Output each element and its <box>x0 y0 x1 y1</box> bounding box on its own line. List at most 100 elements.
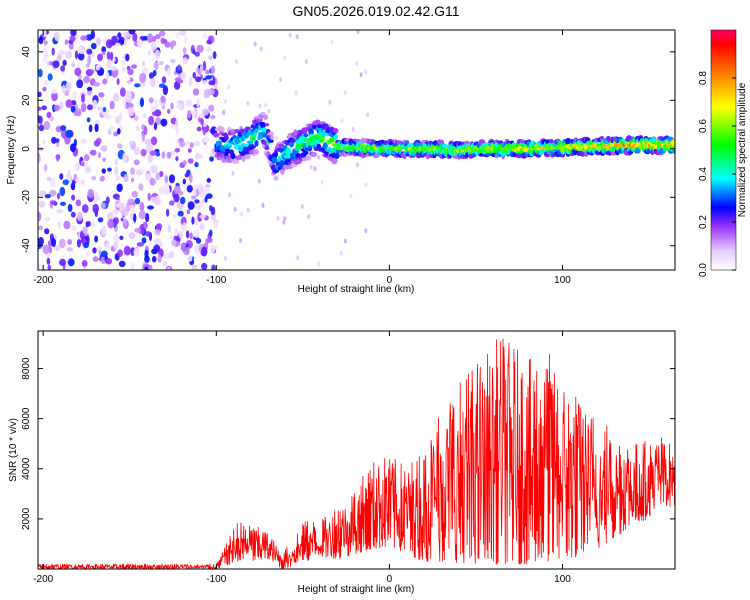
spectrogram-cell <box>261 132 267 138</box>
spectrogram-cell <box>38 115 43 125</box>
snr-xlabel: Height of straight line (km) <box>298 584 415 595</box>
spectrogram-cell <box>231 170 235 176</box>
spectrogram-cell <box>70 211 76 218</box>
spectrogram-xtick-label: -200 <box>33 275 53 286</box>
spectrogram-cell <box>62 179 70 186</box>
spectrogram-cell <box>191 264 198 270</box>
spectrogram-cell <box>289 139 297 143</box>
spectrogram-cell <box>100 145 108 152</box>
spectrogram-cell <box>233 206 237 212</box>
spectrogram-cell <box>122 66 126 73</box>
spectrogram-cell <box>175 32 180 38</box>
spectrogram-cell <box>86 63 90 68</box>
spectrogram-cell <box>182 178 186 185</box>
spectrogram-cell <box>234 129 241 134</box>
spectrogram-cell <box>310 151 318 157</box>
spectrogram-cell <box>167 108 171 114</box>
spectrogram-cell <box>200 118 204 126</box>
spectrogram-cell <box>51 88 58 94</box>
spectrogram-cell <box>548 138 554 144</box>
spectrogram-cell <box>180 72 187 80</box>
spectrogram-cell <box>138 210 146 220</box>
spectrogram-cell <box>119 235 124 240</box>
spectrogram-cell <box>110 65 118 72</box>
spectrogram-cell <box>303 133 309 138</box>
spectrogram-cell <box>212 51 217 60</box>
spectrogram-cell <box>117 143 123 149</box>
spectrogram-cell <box>131 64 137 69</box>
spectrogram-cell <box>139 223 145 234</box>
colorbar-tick-label: 0.8 <box>698 71 709 85</box>
spectrogram-xtick-label: 100 <box>554 275 571 286</box>
spectrogram-cell <box>163 183 169 191</box>
spectrogram-cell <box>134 83 141 88</box>
spectrogram-cell <box>67 204 73 212</box>
spectrogram-cell <box>303 150 309 155</box>
spectrogram-cell <box>56 209 64 214</box>
spectrogram-cell <box>120 217 124 222</box>
spectrogram-cell <box>170 124 178 130</box>
spectrogram-cell <box>96 37 101 46</box>
spectrogram-cell <box>176 103 182 110</box>
spectrogram-cell <box>127 79 131 85</box>
spectrogram-cell <box>83 75 91 84</box>
spectrogram-cell <box>64 39 69 45</box>
spectrogram-cell <box>195 154 203 159</box>
spectrogram-cell <box>201 80 208 86</box>
spectrogram-cell <box>70 143 76 153</box>
spectrogram-cell <box>294 90 298 96</box>
spectrogram-cell <box>49 189 57 197</box>
spectrogram-cell <box>56 221 62 229</box>
spectrogram-cell <box>296 255 300 261</box>
spectrogram-cell <box>38 211 42 222</box>
spectrogram-cell <box>304 59 308 64</box>
spectrogram-cell <box>364 182 368 188</box>
spectrogram-cell <box>106 51 111 60</box>
spectrogram-cell <box>239 238 243 243</box>
spectrogram-cell <box>38 200 46 208</box>
spectrogram-cell <box>194 162 199 168</box>
spectrogram-cell <box>148 97 154 104</box>
spectrogram-cell <box>199 214 206 219</box>
spectrogram-cell <box>182 47 187 55</box>
spectrogram-cell <box>123 218 128 226</box>
snr-axes: -200 -100 0 100 2000 4000 6000 8000 <box>21 331 675 585</box>
spectrogram-cell <box>192 49 196 55</box>
spectrogram-cell <box>140 166 145 174</box>
spectrogram-cell <box>202 60 207 71</box>
spectrogram-cell <box>205 47 212 53</box>
spectrogram-cell <box>182 160 187 166</box>
spectrogram-cell <box>92 247 97 254</box>
spectrogram-cell <box>187 148 192 153</box>
spectrogram-cell <box>51 91 58 102</box>
spectrogram-cell <box>42 139 46 144</box>
spectrogram-cell <box>170 150 176 155</box>
spectrogram-cell <box>192 72 197 79</box>
spectrogram-cell <box>148 264 153 270</box>
spectrogram-cell <box>50 200 57 205</box>
spectrogram-cell <box>187 110 192 119</box>
spectrogram-cell <box>224 133 229 141</box>
colorbar-tick-label: 0.0 <box>698 263 709 277</box>
spectrogram-cell <box>209 156 214 162</box>
spectrogram-cell <box>205 193 213 199</box>
spectrogram-cell <box>56 154 60 162</box>
spectrogram-cell <box>351 126 355 132</box>
spectrogram-cell <box>173 185 181 195</box>
spectrogram-cell <box>564 138 572 145</box>
spectrogram-cell <box>225 148 231 154</box>
spectrogram-xlabel: Height of straight line (km) <box>298 284 415 295</box>
spectrogram-cell <box>134 197 141 205</box>
spectrogram-cell <box>51 47 55 56</box>
spectrogram-cell <box>101 46 107 53</box>
spectrogram-cell <box>70 105 76 113</box>
spectrogram-cell <box>463 140 470 145</box>
spectrogram-cell <box>201 246 208 257</box>
spectrogram-cell <box>194 51 200 57</box>
spectrogram-cell <box>73 110 81 117</box>
spectrogram-cell <box>178 230 183 239</box>
spectrogram-cell <box>94 123 99 133</box>
spectrogram-cell <box>58 50 66 56</box>
spectrogram-cell <box>100 202 106 210</box>
spectrogram-cell <box>53 244 61 252</box>
